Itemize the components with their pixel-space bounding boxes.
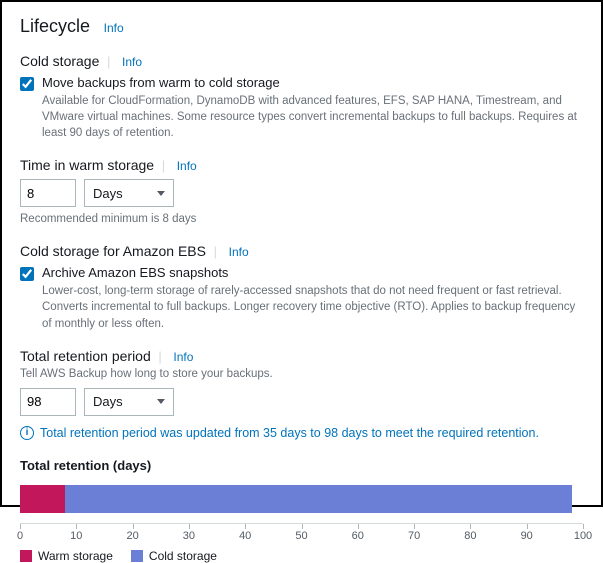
ebs-heading: Cold storage for Amazon EBS <box>20 243 206 259</box>
retention-value-input[interactable] <box>20 388 76 416</box>
move-to-cold-label[interactable]: Move backups from warm to cold storage <box>42 75 280 90</box>
archive-ebs-checkbox[interactable] <box>20 267 34 281</box>
axis-tick-label: 70 <box>408 530 420 542</box>
axis-tick-label: 60 <box>352 530 364 542</box>
axis-tick <box>245 524 246 529</box>
archive-ebs-label[interactable]: Archive Amazon EBS snapshots <box>42 265 228 280</box>
page-title: Lifecycle <box>20 16 90 37</box>
caret-down-icon <box>157 399 165 404</box>
lifecycle-info-link[interactable]: Info <box>104 21 124 35</box>
retention-alert-text: Total retention period was updated from … <box>40 426 539 440</box>
axis-tick <box>470 524 471 529</box>
axis-tick <box>358 524 359 529</box>
axis-tick <box>414 524 415 529</box>
legend-item: Warm storage <box>20 549 113 563</box>
legend-label: Cold storage <box>149 549 217 563</box>
axis-tick <box>527 524 528 529</box>
time-warm-info-link[interactable]: Info <box>177 159 197 173</box>
chart-title: Total retention (days) <box>20 458 583 473</box>
cold-storage-info-link[interactable]: Info <box>122 55 142 69</box>
legend-item: Cold storage <box>131 549 217 563</box>
axis-tick-label: 90 <box>521 530 533 542</box>
axis-tick-label: 40 <box>239 530 251 542</box>
retention-unit-select[interactable]: Days <box>84 388 174 416</box>
time-warm-unit-value: Days <box>93 186 123 201</box>
legend-label: Warm storage <box>38 549 113 563</box>
ebs-help: Lower-cost, long-term storage of rarely-… <box>42 283 583 331</box>
axis-tick-label: 20 <box>126 530 138 542</box>
ebs-info-link[interactable]: Info <box>229 245 249 259</box>
axis-tick-label: 0 <box>17 530 23 542</box>
legend-swatch <box>20 550 32 562</box>
bar-warm <box>20 485 65 513</box>
info-icon: i <box>20 426 34 440</box>
separator: | <box>162 158 165 173</box>
separator: | <box>107 54 110 69</box>
caret-down-icon <box>157 191 165 196</box>
axis-tick-label: 80 <box>464 530 476 542</box>
axis-tick-label: 30 <box>183 530 195 542</box>
time-warm-heading: Time in warm storage <box>20 157 154 173</box>
move-to-cold-checkbox[interactable] <box>20 77 34 91</box>
retention-chart <box>20 485 583 517</box>
retention-alert: i Total retention period was updated fro… <box>20 426 583 440</box>
retention-help: Tell AWS Backup how long to store your b… <box>20 366 583 382</box>
axis-tick <box>189 524 190 529</box>
axis-tick <box>133 524 134 529</box>
legend-swatch <box>131 550 143 562</box>
chart-legend: Warm storage Cold storage <box>20 549 583 563</box>
cold-storage-help: Available for CloudFormation, DynamoDB w… <box>42 93 583 141</box>
axis-tick <box>20 524 21 529</box>
axis-tick <box>76 524 77 529</box>
time-warm-input[interactable] <box>20 179 76 207</box>
retention-unit-value: Days <box>93 394 123 409</box>
retention-heading: Total retention period <box>20 348 151 364</box>
retention-info-link[interactable]: Info <box>173 350 193 364</box>
time-warm-unit-select[interactable]: Days <box>84 179 174 207</box>
bar-cold <box>65 485 572 513</box>
axis-tick-label: 50 <box>295 530 307 542</box>
axis-tick <box>583 524 584 529</box>
separator: | <box>214 244 217 259</box>
axis-tick-label: 100 <box>574 530 592 542</box>
axis-tick <box>302 524 303 529</box>
axis-tick-label: 10 <box>70 530 82 542</box>
separator: | <box>158 349 161 364</box>
time-warm-recommend: Recommended minimum is 8 days <box>20 211 583 227</box>
cold-storage-heading: Cold storage <box>20 53 99 69</box>
chart-axis: 0102030405060708090100 <box>20 523 583 543</box>
